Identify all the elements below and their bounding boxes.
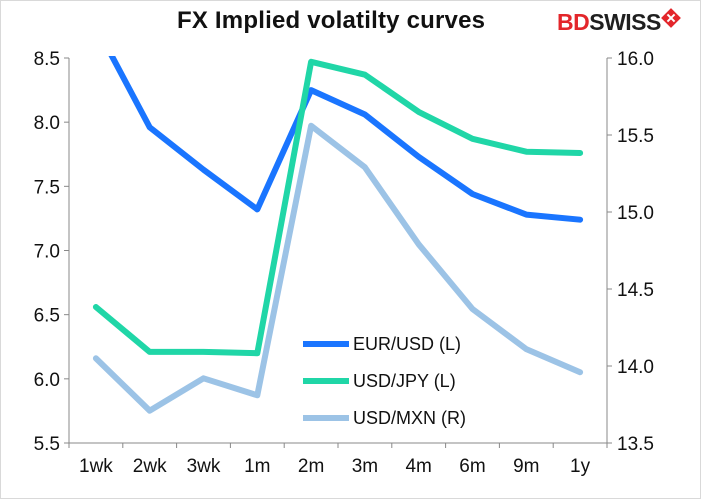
right-tick-label: 16.0 — [617, 49, 654, 70]
bdswiss-logo: BD SWISS — [557, 7, 681, 36]
left-tick-label: 7.0 — [34, 242, 60, 263]
left-tick-label: 8.5 — [34, 49, 60, 70]
left-tick-label: 5.5 — [34, 434, 60, 455]
right-tick-label: 15.0 — [617, 203, 654, 224]
legend-label: USD/MXN (R) — [353, 408, 466, 428]
x-tick-label: 9m — [513, 456, 539, 477]
x-tick-label: 2wk — [133, 456, 167, 477]
left-tick-label: 6.0 — [34, 370, 60, 391]
series-line-eur-usd-l — [108, 56, 584, 223]
x-tick-label: 2m — [298, 456, 324, 477]
logo-bd-text: BD — [557, 9, 590, 35]
left-tick-label: 7.5 — [34, 177, 60, 198]
x-tick-label: 6m — [459, 456, 485, 477]
x-tick-label: 1m — [244, 456, 270, 477]
x-tick-label: 3wk — [187, 456, 221, 477]
x-tick-label: 3m — [352, 456, 378, 477]
x-tick-label: 1y — [570, 456, 591, 477]
right-tick-label: 14.5 — [617, 280, 654, 301]
left-tick-label: 8.0 — [34, 113, 60, 134]
chart-title: FX Implied volatilty curves — [177, 7, 486, 34]
right-tick-label: 14.0 — [617, 357, 654, 378]
left-tick-label: 6.5 — [34, 306, 60, 327]
right-tick-label: 15.5 — [617, 126, 654, 147]
logo-swiss-text: SWISS — [589, 9, 661, 35]
series-line-usd-mxn-r — [92, 122, 584, 414]
series-line-usd-jpy-l — [92, 58, 584, 357]
x-tick-label: 1wk — [79, 456, 113, 477]
right-tick-label: 13.5 — [617, 434, 654, 455]
legend-label: USD/JPY (L) — [353, 371, 456, 391]
legend-label: EUR/USD (L) — [353, 334, 461, 354]
x-tick-label: 4m — [405, 456, 431, 477]
